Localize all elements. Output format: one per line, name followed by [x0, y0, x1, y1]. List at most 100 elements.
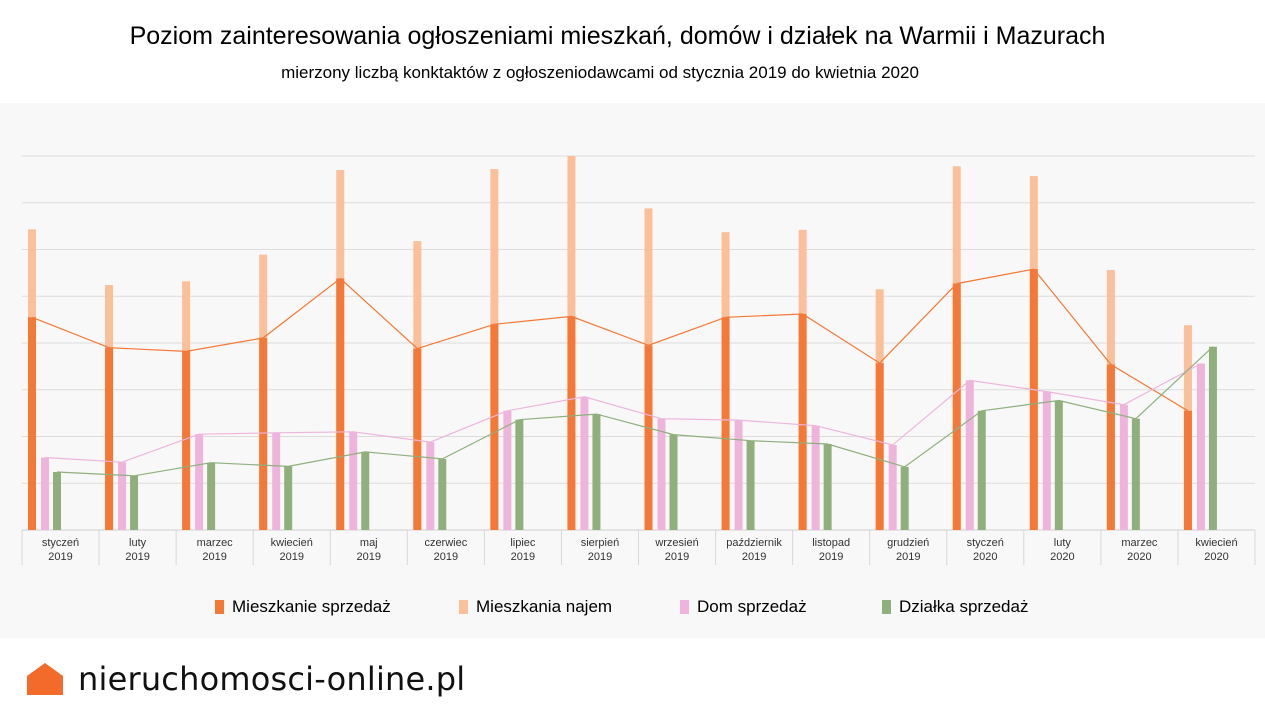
x-tick-label-month: maj — [360, 537, 378, 549]
bar-dzialka-sprzedaz — [592, 414, 601, 530]
bar-mieszkanie-sprzedaz — [1029, 269, 1038, 530]
legend-swatch-mieszkanie-sprzedaz — [215, 600, 224, 614]
bar-dzialka-sprzedaz — [900, 466, 909, 530]
line-dzialka-sprzedaz — [56, 346, 1214, 477]
bar-dzialka-sprzedaz — [361, 451, 370, 530]
bar-mieszkanie-sprzedaz — [798, 314, 807, 530]
x-tick-label-month: styczeń — [967, 537, 1004, 549]
x-tick-label-year: 2020 — [1204, 551, 1228, 563]
bar-mieszkanie-sprzedaz — [182, 351, 191, 530]
legend-swatch-dom-sprzedaz — [680, 600, 689, 614]
bar-dom-sprzedaz — [965, 380, 974, 530]
chart-title: Poziom zainteresowania ogłoszeniami mies… — [129, 22, 1106, 50]
bar-dzialka-sprzedaz — [977, 410, 986, 530]
legend-label-mieszkania-najem: Mieszkania najem — [476, 597, 613, 616]
bar-dom-sprzedaz — [888, 444, 897, 530]
x-tick-label-month: wrzesień — [654, 537, 698, 549]
x-tick-label-month: luty — [1054, 537, 1072, 549]
bar-mieszkanie-sprzedaz — [413, 348, 422, 530]
x-tick-label-year: 2020 — [973, 551, 997, 563]
legend-swatch-dzialka-sprzedaz — [882, 600, 891, 614]
x-tick-label-month: luty — [129, 537, 147, 549]
x-tick-label-year: 2019 — [202, 551, 226, 563]
x-tick-label-year: 2019 — [125, 551, 149, 563]
bar-mieszkanie-sprzedaz — [567, 316, 576, 530]
bar-mieszkanie-sprzedaz — [28, 317, 36, 530]
bar-dom-sprzedaz — [503, 410, 512, 530]
x-tick-label-year: 2019 — [665, 551, 689, 563]
bar-dzialka-sprzedaz — [207, 462, 216, 530]
bar-dzialka-sprzedaz — [438, 458, 447, 530]
bar-dom-sprzedaz — [41, 457, 49, 530]
bar-dzialka-sprzedaz — [515, 419, 524, 530]
brand-name: nieruchomosci-online.pl — [78, 660, 466, 698]
legend: Mieszkanie sprzedaż Mieszkania najem Dom… — [0, 597, 1265, 621]
x-tick-label-month: grudzień — [887, 537, 929, 549]
line-dom-sprzedaz — [44, 363, 1202, 463]
line-mieszkanie-sprzedaz — [31, 268, 1189, 412]
bar-dzialka-sprzedaz — [746, 440, 755, 530]
bar-dzialka-sprzedaz — [823, 443, 832, 530]
x-tick-label-year: 2019 — [819, 551, 843, 563]
bar-dzialka-sprzedaz — [130, 475, 139, 530]
legend-item-dom-sprzedaz: Dom sprzedaż — [680, 597, 807, 617]
bar-mieszkanie-sprzedaz — [490, 324, 499, 530]
x-tick-label-month: sierpień — [581, 537, 620, 549]
legend-label-dzialka-sprzedaz: Działka sprzedaż — [899, 597, 1029, 616]
x-tick-label-year: 2020 — [1127, 551, 1151, 563]
bar-mieszkanie-sprzedaz — [259, 337, 268, 530]
chart-subtitle: mierzony liczbą konktaktów z ogłoszeniod… — [281, 63, 919, 82]
bar-dom-sprzedaz — [1196, 363, 1205, 530]
x-tick-label-month: marzec — [197, 537, 234, 549]
x-tick-label-month: czerwiec — [424, 537, 467, 549]
plot-area-background — [0, 103, 1265, 638]
legend-label-dom-sprzedaz: Dom sprzedaż — [697, 597, 807, 616]
bar-dom-sprzedaz — [734, 420, 743, 530]
x-tick-label-year: 2019 — [357, 551, 381, 563]
bar-dom-sprzedaz — [811, 425, 820, 530]
bar-dzialka-sprzedaz — [53, 472, 61, 530]
x-tick-label-month: październik — [726, 537, 782, 549]
chart-svg: styczeń 2019 luty 2019 marzec 2019 kwiecień 201… — [21, 155, 1256, 565]
bar-mieszkanie-sprzedaz — [644, 345, 653, 530]
x-tick-label-month: marzec — [1121, 537, 1158, 549]
x-tick-label-month: kwiecień — [271, 537, 313, 549]
house-icon — [27, 663, 63, 695]
bar-dom-sprzedaz — [118, 462, 127, 530]
x-tick-label-year: 2019 — [434, 551, 458, 563]
bar-mieszkanie-sprzedaz — [952, 283, 961, 530]
legend-item-dzialka-sprzedaz: Działka sprzedaż — [882, 597, 1028, 617]
brand: nieruchomosci-online.pl — [26, 660, 465, 698]
bar-dzialka-sprzedaz — [284, 466, 293, 530]
x-tick-label-year: 2019 — [896, 551, 920, 563]
bar-dzialka-sprzedaz — [669, 434, 678, 530]
bar-dom-sprzedaz — [272, 432, 281, 530]
x-tick-label-month: kwiecień — [1195, 537, 1237, 549]
bar-dzialka-sprzedaz — [1054, 400, 1063, 530]
bar-dzialka-sprzedaz — [1131, 418, 1140, 530]
x-tick-label-month: lipiec — [510, 537, 536, 549]
x-tick-label-month: listopad — [812, 537, 850, 549]
bar-mieszkanie-sprzedaz — [336, 278, 345, 530]
bar-dom-sprzedaz — [1119, 404, 1128, 530]
x-tick-label-year: 2019 — [48, 551, 72, 563]
bar-dom-sprzedaz — [1042, 391, 1051, 530]
bar-dom-sprzedaz — [195, 434, 204, 530]
x-tick-label-year: 2019 — [742, 551, 766, 563]
x-tick-label-year: 2019 — [588, 551, 612, 563]
legend-item-mieszkania-najem: Mieszkania najem — [459, 597, 612, 617]
bar-mieszkanie-sprzedaz — [105, 347, 114, 530]
bar-dom-sprzedaz — [657, 418, 666, 530]
x-tick-label-month: styczeń — [42, 537, 79, 549]
bar-mieszkanie-sprzedaz — [1106, 364, 1115, 530]
legend-item-mieszkanie-sprzedaz: Mieszkanie sprzedaż — [215, 597, 391, 617]
bar-mieszkanie-sprzedaz — [1183, 410, 1192, 530]
legend-label-mieszkanie-sprzedaz: Mieszkanie sprzedaż — [232, 597, 391, 616]
x-tick-label-year: 2019 — [279, 551, 303, 563]
bar-dom-sprzedaz — [580, 396, 589, 530]
bar-dom-sprzedaz — [426, 442, 435, 530]
bar-dzialka-sprzedaz — [1208, 346, 1217, 530]
legend-swatch-mieszkania-najem — [459, 600, 468, 614]
bar-mieszkanie-sprzedaz — [875, 363, 884, 530]
bar-mieszkanie-sprzedaz — [721, 317, 730, 530]
